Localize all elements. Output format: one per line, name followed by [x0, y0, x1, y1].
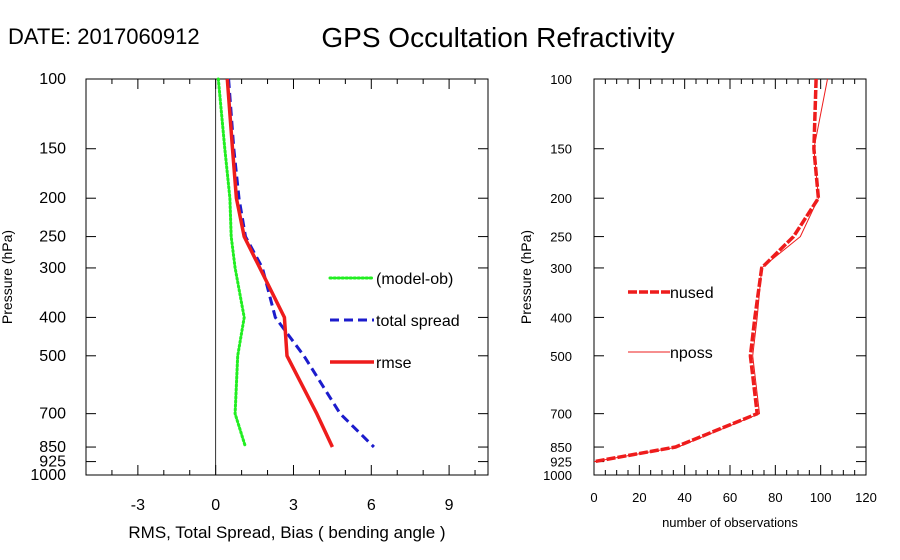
- right-xtick-label-100: 100: [810, 490, 832, 505]
- date-label: DATE: 2017060912: [8, 24, 200, 49]
- left-series-rmse-line: [225, 78, 334, 448]
- left-legend-label-model-ob: (model-ob): [376, 271, 453, 288]
- right-ytick-label-700: 700: [550, 407, 572, 422]
- right-plot-frame: [593, 78, 867, 476]
- right-xtick-label-120: 120: [855, 490, 877, 505]
- right-ytick-label-150: 150: [550, 142, 572, 157]
- right-xtick-label-0: 0: [590, 490, 597, 505]
- right-ytick-label-850: 850: [550, 440, 572, 455]
- left-ytick-label-400: 400: [39, 309, 66, 326]
- left-y-axis-title: Pressure (hPa): [0, 230, 15, 324]
- right-ytick-label-400: 400: [550, 310, 572, 325]
- right-ytick-label-300: 300: [550, 261, 572, 276]
- left-ytick-label-1000: 1000: [30, 467, 66, 484]
- chart-title: GPS Occultation Refractivity: [321, 22, 674, 53]
- left-series-total-spread-line: [227, 78, 375, 449]
- left-ytick-label-300: 300: [39, 260, 66, 277]
- right-xtick-label-20: 20: [632, 490, 646, 505]
- left-legend-label-total-spread: total spread: [376, 313, 460, 330]
- left-xtick-label-9: 9: [445, 497, 454, 514]
- left-series-model-ob-line: [216, 77, 247, 449]
- right-y-axis-title: Pressure (hPa): [518, 230, 534, 324]
- right-legend-label-nused: nused: [670, 285, 714, 302]
- left-ytick-label-200: 200: [39, 190, 66, 207]
- left-xtick-label-3: -3: [131, 497, 145, 514]
- left-ytick-label-700: 700: [39, 406, 66, 423]
- left-ytick-label-250: 250: [39, 229, 66, 246]
- right-ytick-label-250: 250: [550, 230, 572, 245]
- right-ytick-label-1000: 1000: [543, 468, 572, 483]
- right-ytick-label-200: 200: [550, 191, 572, 206]
- left-plot-frame: [85, 78, 489, 476]
- left-xtick-label-3: 3: [289, 497, 298, 514]
- right-ytick-label-500: 500: [550, 349, 572, 364]
- left-xtick-label-6: 6: [367, 497, 376, 514]
- right-series-nposs-line: [593, 78, 828, 463]
- left-ytick-label-100: 100: [39, 71, 66, 88]
- right-legend-label-nposs: nposs: [670, 345, 713, 362]
- right-ytick-label-100: 100: [550, 72, 572, 87]
- right-xtick-label-80: 80: [768, 490, 782, 505]
- right-ytick-label-925: 925: [550, 455, 572, 470]
- left-ytick-label-850: 850: [39, 439, 66, 456]
- right-x-axis-title: number of observations: [662, 515, 798, 530]
- left-xtick-label-0: 0: [211, 497, 220, 514]
- left-x-axis-title: RMS, Total Spread, Bias ( bending angle …: [128, 523, 445, 542]
- left-legend-label-rmse: rmse: [376, 355, 412, 372]
- left-ytick-label-500: 500: [39, 348, 66, 365]
- right-xtick-label-40: 40: [677, 490, 691, 505]
- right-series-nused-line: [593, 78, 821, 464]
- right-xtick-label-60: 60: [723, 490, 737, 505]
- left-ytick-label-150: 150: [39, 141, 66, 158]
- left-ytick-label-925: 925: [39, 454, 66, 471]
